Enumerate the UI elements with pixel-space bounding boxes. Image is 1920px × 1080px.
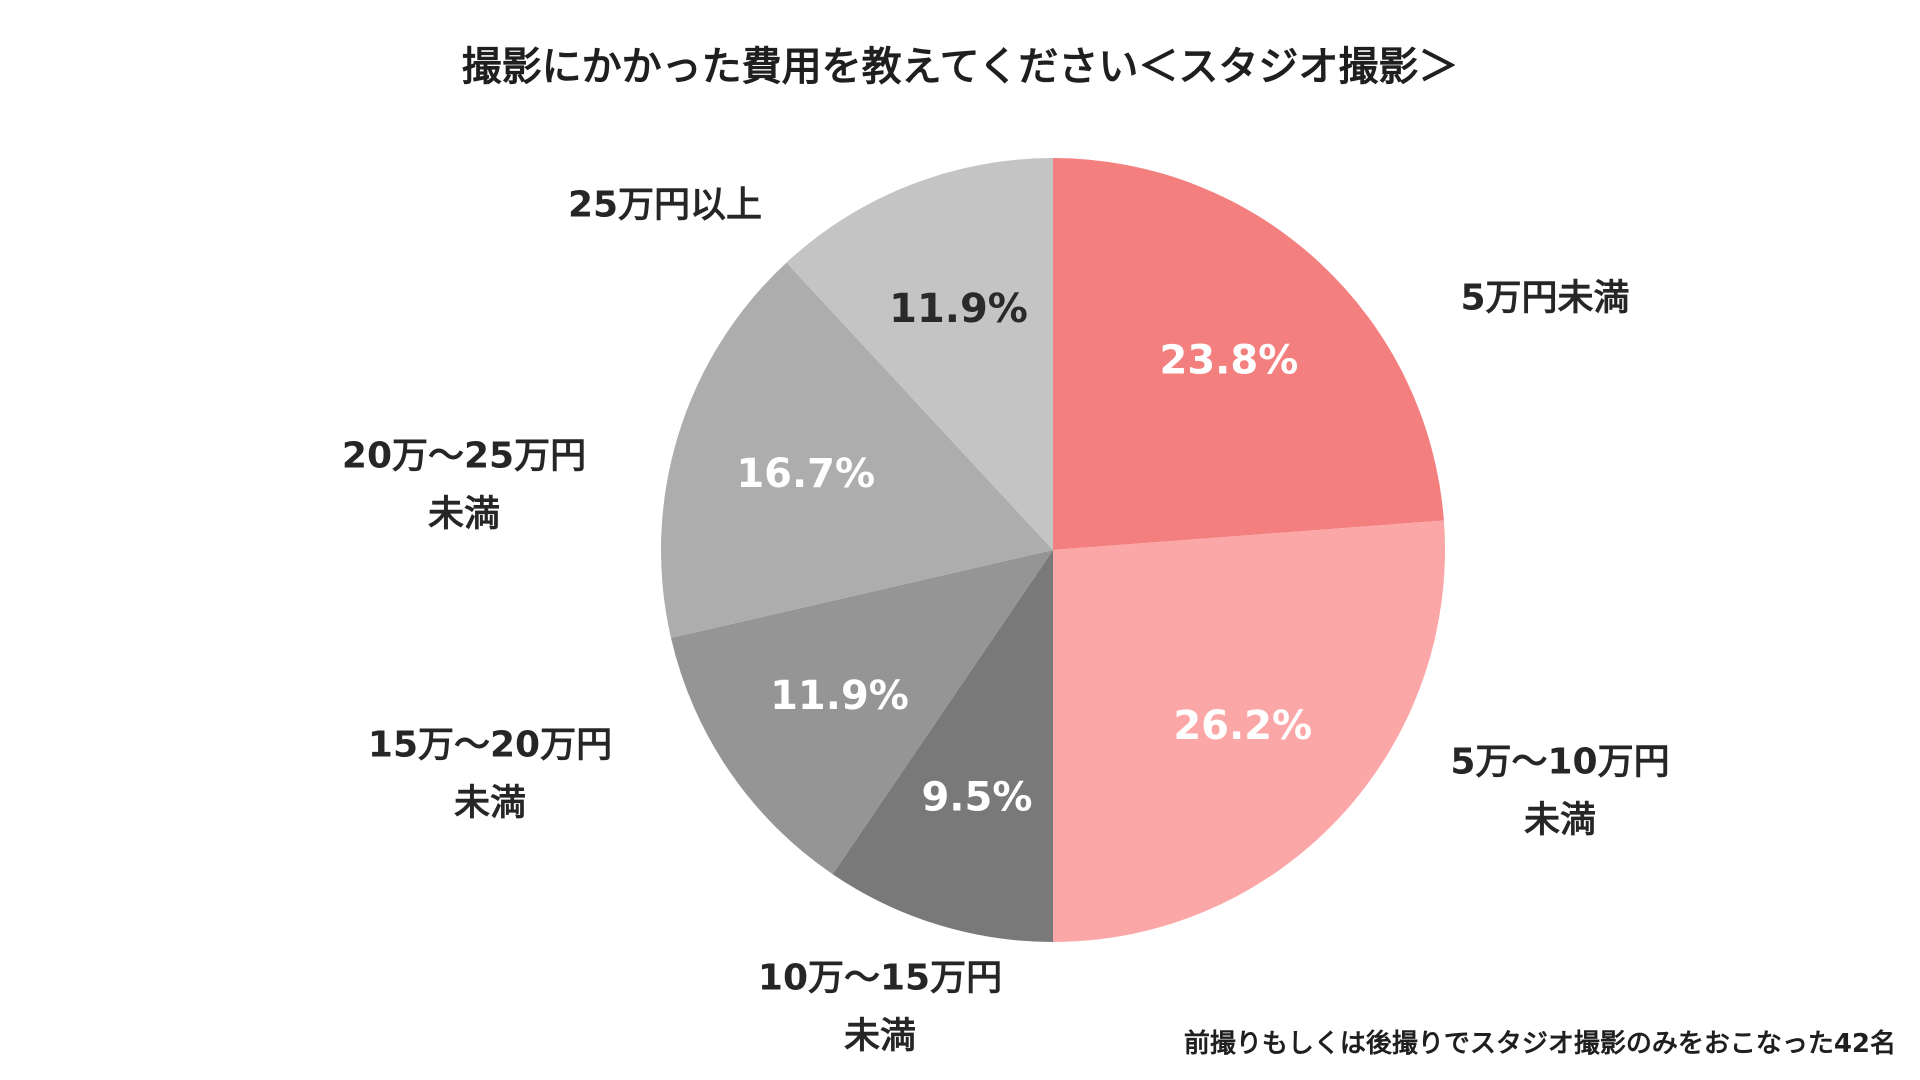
percent-label: 16.7% (736, 451, 875, 497)
category-label-line: 10万～15万円 (758, 958, 1002, 999)
chart-title: 撮影にかかった費用を教えてください＜スタジオ撮影＞ (461, 44, 1459, 90)
percent-label: 11.9% (770, 673, 909, 719)
category-label-line: 25万円以上 (568, 185, 762, 226)
category-label-line: 未満 (454, 783, 526, 824)
category-labels: 5万円未満5万～10万円未満10万～15万円未満15万～20万円未満20万～25… (342, 185, 1670, 1057)
category-label-line: 15万～20万円 (368, 725, 612, 766)
category-label-line: 5万～10万円 (1450, 742, 1669, 783)
percent-labels: 23.8% 26.2% 9.5% 11.9% 16.7% 11.9% (736, 286, 1312, 820)
pie-slice (786, 158, 1053, 550)
category-label-line: 5万円未満 (1460, 278, 1629, 319)
percent-label: 11.9% (889, 286, 1028, 332)
category-label-line: 未満 (844, 1016, 916, 1057)
pie-slices (661, 158, 1445, 942)
percent-label: 26.2% (1173, 703, 1312, 749)
category-label: 25万円以上 (568, 185, 762, 226)
percent-label: 9.5% (921, 774, 1032, 820)
category-label-line: 20万～25万円 (342, 436, 586, 477)
pie-slice (1053, 158, 1444, 550)
pie-slice (1053, 520, 1445, 942)
pie-slice (832, 550, 1053, 942)
footnote: 前撮りもしくは後撮りでスタジオ撮影のみをおこなった42名 (1183, 1029, 1896, 1059)
pie-slice (661, 262, 1053, 638)
percent-label: 23.8% (1160, 337, 1299, 383)
category-label-line: 未満 (428, 494, 500, 535)
category-label-line: 未満 (1524, 800, 1596, 841)
pie-slice (670, 550, 1053, 875)
category-label: 5万円未満 (1460, 278, 1629, 319)
